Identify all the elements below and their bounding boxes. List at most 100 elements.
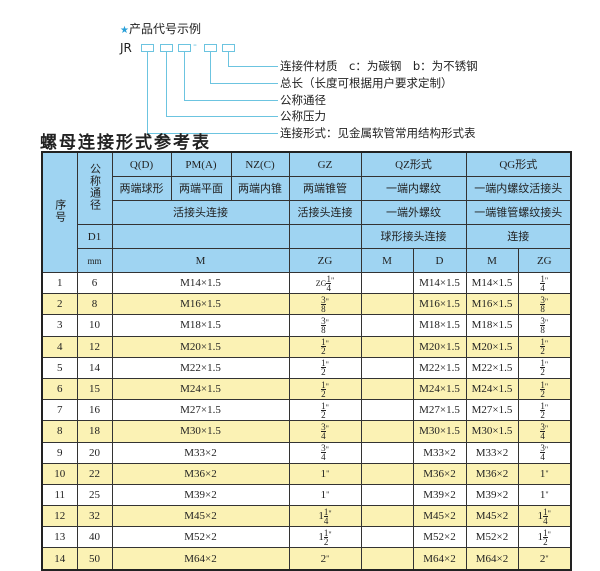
cell-dn: 50 — [76, 547, 113, 571]
code-box-material — [222, 44, 235, 52]
label-length: 总长（长度可根据用户要求定制） — [280, 76, 453, 90]
cell-zg: 2" — [288, 547, 362, 571]
label-pressure: 公称压力 — [280, 109, 326, 123]
table-row: 10 22 M36×2 1" M36×2 M36×2 1" — [41, 462, 572, 485]
cell-qg-m: M33×2 — [465, 441, 519, 464]
cell-qz-d: M36×2 — [412, 462, 467, 485]
cell-dn: 15 — [76, 377, 113, 401]
inch-mark: " — [544, 360, 549, 370]
cell-dn: 32 — [76, 505, 113, 528]
inch-mark: " — [330, 275, 335, 285]
inch-mark: " — [328, 508, 332, 518]
inch-mark: " — [544, 423, 549, 433]
table-row: 13 40 M52×2 1 1 2 " M52×2 M52×2 1 1 2 " — [41, 526, 572, 549]
cell-m: M33×2 — [111, 441, 290, 464]
cell-qz-m — [360, 356, 414, 379]
qg-whole: 1 — [537, 509, 544, 522]
cell-qz-d: M14×1.5 — [412, 271, 467, 295]
cell-zg: 3 4 " — [288, 441, 362, 464]
table-row: 3 10 M18×1.5 3 8 " M18×1.5 M18×1.5 3 8 " — [41, 314, 572, 337]
header-qz-connection: 一端外螺纹 — [360, 200, 467, 225]
star-icon: ★ — [120, 25, 129, 36]
cell-no: 11 — [41, 483, 78, 507]
cell-qg-m: M52×2 — [465, 526, 519, 549]
cell-dn: 20 — [76, 441, 113, 464]
cell-no: 5 — [41, 356, 78, 379]
header-gz: GZ — [288, 151, 362, 177]
cell-qg-m: M20×1.5 — [465, 335, 519, 358]
cell-qg-zg: 3 4 " — [517, 420, 572, 443]
zg-whole: 2 — [320, 552, 327, 565]
inch-mark: " — [325, 339, 329, 349]
diagram-heading: ★产品代号示例 — [120, 22, 201, 36]
table-title: 螺母连接形式参考表 — [40, 133, 211, 153]
header-qz-ball: 球形接头连接 — [360, 224, 467, 249]
qg-whole: 1 — [539, 467, 546, 480]
cell-qg-m: M14×1.5 — [465, 271, 519, 295]
cell-qg-zg: 2" — [517, 547, 572, 571]
qg-whole: 1 — [537, 530, 544, 543]
inch-mark: " — [325, 402, 329, 412]
header-mm: mm — [76, 248, 113, 273]
table-row: 2 8 M16×1.5 3 8 " M16×1.5 M16×1.5 3 8 " — [41, 293, 572, 316]
cell-m: M27×1.5 — [111, 399, 290, 422]
cell-qz-m — [360, 377, 414, 401]
table-row: 5 14 M22×1.5 1 2 " M22×1.5 M22×1.5 1 2 " — [41, 356, 572, 379]
header-qz-desc: 一端内螺纹 — [360, 176, 467, 201]
cell-zg: 1 2 " — [288, 377, 362, 401]
inch-mark: " — [544, 402, 549, 412]
header-qg-zg: ZG — [517, 248, 572, 273]
label-connection: 连接形式：见金属软管常用结构形式表 — [280, 126, 476, 140]
cell-dn: 16 — [76, 399, 113, 422]
header-qd-desc: 两端球形 — [111, 176, 172, 201]
header-pm-desc: 两端平面 — [170, 176, 232, 201]
cell-dn: 8 — [76, 293, 113, 316]
cell-no: 2 — [41, 293, 78, 316]
table-row: 12 32 M45×2 1 1 4 " M45×2 M45×2 1 1 4 " — [41, 505, 572, 528]
cell-qg-m: M16×1.5 — [465, 293, 519, 316]
cell-qg-zg: 1" — [517, 462, 572, 485]
cell-qz-m — [360, 271, 414, 295]
cell-zg: ZG 1 4 " — [288, 271, 362, 295]
cell-qz-m — [360, 483, 414, 507]
inch-mark: " — [326, 553, 330, 563]
cell-qg-m: M22×1.5 — [465, 356, 519, 379]
cell-m: M36×2 — [111, 462, 290, 485]
cell-qg-zg: 1 1 2 " — [517, 526, 572, 549]
cell-dn: 25 — [76, 483, 113, 507]
cell-qg-m: M18×1.5 — [465, 314, 519, 337]
cell-dn: 12 — [76, 335, 113, 358]
inch-mark: " — [544, 275, 549, 285]
header-nz-desc: 两端内锥 — [230, 176, 290, 201]
inch-mark: " — [544, 381, 549, 391]
cell-m: M14×1.5 — [111, 271, 290, 295]
cell-qz-d: M22×1.5 — [412, 356, 467, 379]
header-nz: NZ(C) — [230, 151, 290, 177]
header-qz: QZ形式 — [360, 151, 467, 177]
table-row: 14 50 M64×2 2" M64×2 M64×2 2" — [41, 547, 572, 571]
zg-whole: 1 — [320, 488, 327, 501]
cell-no: 9 — [41, 441, 78, 464]
header-qg-link: 连接 — [465, 224, 572, 249]
cell-qg-zg: 1 4 " — [517, 271, 572, 295]
qg-whole: 1 — [539, 488, 546, 501]
zg-whole: 1 — [318, 530, 324, 543]
cell-no: 14 — [41, 547, 78, 571]
cell-qz-d: M27×1.5 — [412, 399, 467, 422]
cell-zg: 1" — [288, 462, 362, 485]
code-box-diameter — [178, 44, 191, 52]
header-gz-connection: 活接头连接 — [288, 200, 362, 225]
zg-whole: 1 — [320, 467, 327, 480]
